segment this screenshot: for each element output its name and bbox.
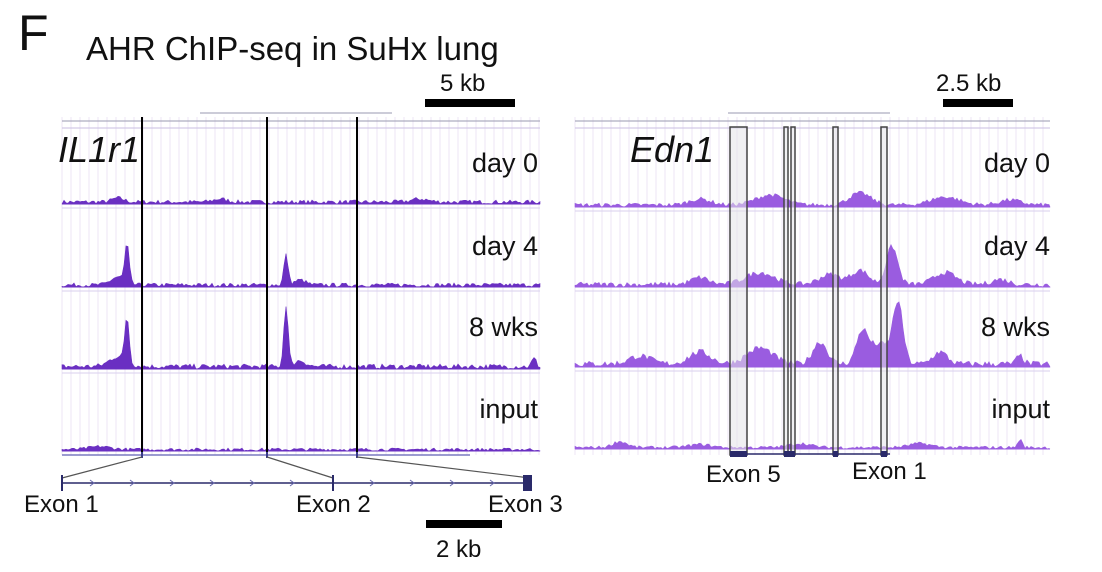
left-top-scale-label: 5 kb <box>440 70 486 97</box>
il1r1-guide-lines <box>141 117 358 455</box>
il1r1-exon2-label: Exon 2 <box>296 491 371 518</box>
left-track-label-8wks: 8 wks <box>468 312 538 342</box>
highlight-box-exon1 <box>880 126 888 456</box>
gene-name-edn1: Edn1 <box>630 129 715 170</box>
highlight-box-exon5 <box>729 126 748 456</box>
edn1-gene-model <box>730 451 890 457</box>
right-coordinate-ruler <box>575 112 1050 129</box>
right-track-label-input: input <box>991 394 1050 424</box>
il1r1-exon1-label: Exon 1 <box>24 491 99 518</box>
zoom-connector-lines <box>61 456 531 479</box>
figure-title: AHR ChIP-seq in SuHx lung <box>86 30 499 67</box>
left-bottom-scale-label: 2 kb <box>436 536 482 563</box>
highlight-box-3 <box>790 126 796 456</box>
left-track-label-day4: day 4 <box>471 231 538 261</box>
left-track-label-day0: day 0 <box>471 148 538 178</box>
left-top-scale-bar <box>425 99 515 107</box>
right-track-label-8wks: 8 wks <box>980 312 1050 342</box>
left-gene-annotation <box>62 452 470 458</box>
left-bottom-scale-bar <box>426 520 502 528</box>
right-signal-tracks <box>574 190 1051 450</box>
right-track-label-day0: day 0 <box>983 148 1050 178</box>
right-track-label-day4: day 4 <box>983 231 1050 261</box>
il1r1-gene-model <box>61 475 532 491</box>
highlight-box-4 <box>832 126 839 456</box>
highlight-box-2 <box>783 126 789 456</box>
right-top-scale-label: 2.5 kb <box>936 70 1002 97</box>
edn1-highlight-boxes <box>729 126 888 456</box>
left-track-label-input: input <box>479 394 538 424</box>
il1r1-exon3-label: Exon 3 <box>488 491 563 518</box>
edn1-exon1-label: Exon 1 <box>852 458 927 485</box>
right-top-scale-bar <box>943 99 1013 107</box>
edn1-exon5-label: Exon 5 <box>706 461 781 488</box>
panel-letter: F <box>18 5 49 61</box>
gene-name-il1r1: IL1r1 <box>58 129 141 170</box>
